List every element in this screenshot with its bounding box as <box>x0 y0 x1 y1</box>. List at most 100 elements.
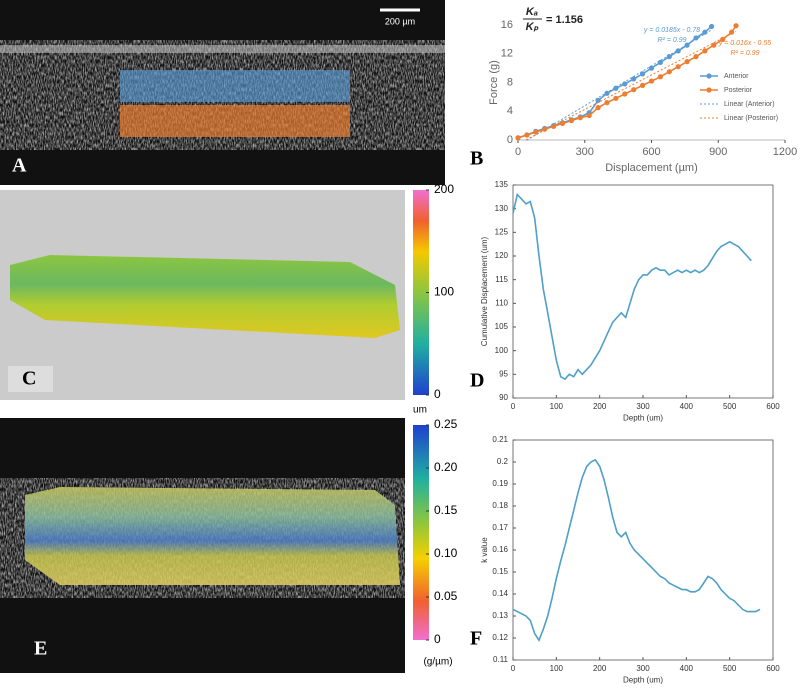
x-tick-label: 0 <box>515 146 521 158</box>
colorbar-unit: um <box>413 405 427 416</box>
y-tick-label: 0.16 <box>492 545 508 554</box>
ratio-denominator: Kₚ <box>526 21 539 33</box>
point <box>702 29 708 35</box>
legend-label: Linear (Anterior) <box>724 101 775 108</box>
panel-label: B <box>470 148 483 170</box>
y-tick-label: 0.17 <box>492 523 508 532</box>
y-tick-label: 4 <box>507 105 513 117</box>
point <box>648 78 655 84</box>
colorbar <box>413 190 429 395</box>
point <box>666 54 672 60</box>
panel-label: E <box>34 638 47 660</box>
y-tick-label: 0.21 <box>492 435 508 444</box>
point <box>604 90 610 96</box>
x-tick-label: 600 <box>642 146 660 158</box>
x-axis-label: Depth (um) <box>623 675 663 684</box>
y-tick-label: 0.12 <box>492 633 508 642</box>
point <box>577 115 583 121</box>
colorbar-tick-label: 0.15 <box>434 503 458 517</box>
point <box>666 69 672 75</box>
k-map <box>25 487 400 585</box>
x-tick-label: 300 <box>636 664 650 673</box>
y-tick-label: 0 <box>507 134 513 146</box>
x-tick-label: 400 <box>680 402 694 411</box>
displacement-map <box>10 255 400 338</box>
y-tick-label: 0.18 <box>492 501 508 510</box>
annotation: y = 0.0185x - 0.78 <box>643 27 700 34</box>
y-tick-label: 0.11 <box>493 655 509 664</box>
posterior-band <box>120 105 350 137</box>
point <box>702 48 708 54</box>
x-tick-label: 0 <box>511 402 516 411</box>
x-tick-label: 0 <box>511 664 516 673</box>
point <box>675 48 681 54</box>
surface <box>0 45 445 53</box>
y-tick-label: 135 <box>495 180 509 189</box>
legend-label: Anterior <box>724 73 749 80</box>
colorbar-unit: (g/µm) <box>423 657 452 668</box>
point <box>613 95 619 101</box>
x-tick-label: 200 <box>593 664 607 673</box>
y-tick-label: 0.14 <box>492 589 508 598</box>
scale-label: 200 µm <box>385 16 415 26</box>
y-tick-label: 0.19 <box>492 479 508 488</box>
x-tick-label: 600 <box>766 664 780 673</box>
point <box>657 59 664 65</box>
legend-marker <box>706 87 712 93</box>
annotation: R² = 0.99 <box>658 37 687 44</box>
point <box>648 65 655 71</box>
legend-label: Linear (Posterior) <box>724 115 778 122</box>
ratio-numerator: Kₐ <box>526 6 538 18</box>
x-tick-label: 200 <box>593 402 607 411</box>
point <box>640 71 646 77</box>
point <box>559 120 566 127</box>
y-axis-label: Cumulative Displacement (um) <box>480 236 489 346</box>
colorbar-tick-label: 0.10 <box>434 546 458 560</box>
point <box>613 85 619 91</box>
y-tick-label: 0.13 <box>492 611 508 620</box>
x-tick-label: 600 <box>766 402 780 411</box>
y-axis-label: k value <box>480 537 489 563</box>
colorbar-tick-label: 0.05 <box>434 589 458 603</box>
point <box>586 112 592 119</box>
panel-label: D <box>470 370 484 392</box>
y-tick-label: 8 <box>507 76 513 88</box>
y-tick-label: 130 <box>495 204 509 213</box>
y-tick-label: 90 <box>499 393 508 402</box>
y-tick-label: 105 <box>495 322 509 331</box>
x-axis-label: Displacement (µm) <box>605 162 698 174</box>
series-line <box>512 458 761 642</box>
point <box>595 105 601 111</box>
colorbar <box>413 425 429 640</box>
panel-label: A <box>12 155 27 177</box>
point <box>533 129 539 135</box>
point <box>595 97 601 104</box>
point <box>640 82 646 88</box>
y-tick-label: 125 <box>495 227 509 236</box>
y-tick-label: 0.2 <box>497 457 509 466</box>
panel-label: C <box>22 368 36 390</box>
point <box>708 23 715 30</box>
plot-frame <box>512 184 774 399</box>
y-tick-label: 115 <box>495 275 508 284</box>
anterior-band <box>120 70 350 102</box>
legend-marker <box>706 73 712 79</box>
annotation: y = 0.016x - 0.55 <box>718 40 771 47</box>
trend-line <box>525 30 737 141</box>
series-line <box>512 192 752 381</box>
x-tick-label: 100 <box>550 664 564 673</box>
y-tick-label: 100 <box>495 346 509 355</box>
x-tick-label: 300 <box>636 402 650 411</box>
y-tick-label: 110 <box>495 298 508 307</box>
panel-label: F <box>470 628 482 650</box>
x-axis-label: Depth (um) <box>623 413 663 422</box>
y-tick-label: 95 <box>499 369 508 378</box>
x-tick-label: 500 <box>723 402 737 411</box>
point <box>657 74 664 80</box>
ratio-value: = 1.156 <box>546 14 583 26</box>
point <box>604 100 610 106</box>
point <box>568 117 575 124</box>
y-tick-label: 0.15 <box>492 567 508 576</box>
y-axis-label: Force (g) <box>488 60 500 105</box>
legend-label: Posterior <box>724 87 753 94</box>
